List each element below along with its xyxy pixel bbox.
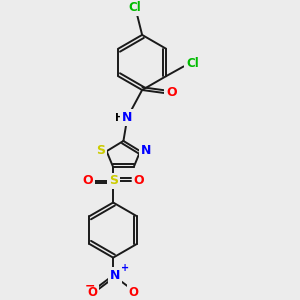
- Text: Cl: Cl: [129, 1, 142, 14]
- Text: +: +: [121, 263, 129, 273]
- Text: −: −: [85, 279, 95, 292]
- Text: O: O: [129, 286, 139, 298]
- Text: O: O: [166, 86, 177, 100]
- Text: O: O: [88, 286, 98, 298]
- Text: O: O: [134, 174, 144, 188]
- Text: H: H: [115, 112, 124, 123]
- Text: S: S: [96, 144, 105, 157]
- Text: Cl: Cl: [186, 57, 199, 70]
- Text: N: N: [141, 144, 151, 157]
- Text: S: S: [109, 174, 118, 188]
- Text: O: O: [82, 174, 93, 188]
- Text: N: N: [122, 111, 133, 124]
- Text: N: N: [110, 269, 120, 282]
